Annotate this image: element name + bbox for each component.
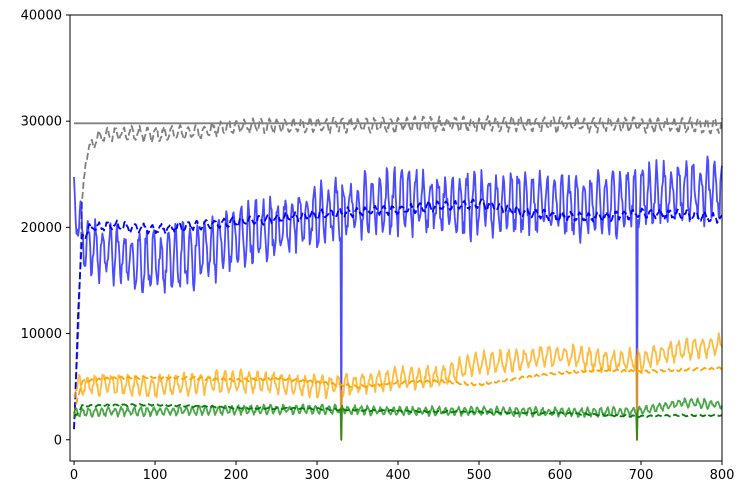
y-tick-label: 30000 — [21, 115, 62, 130]
y-tick-label: 40000 — [21, 9, 62, 24]
plot-frame — [69, 14, 723, 462]
axis-layer: 0 100 200 300 400 500 600 700 800 0 10000 20000 3000… — [21, 9, 735, 484]
x-tick-label: 100 — [143, 468, 168, 483]
series-line-2 — [73, 155, 723, 441]
y-tick-label: 20000 — [21, 221, 62, 236]
x-tick-label: 200 — [224, 468, 249, 483]
y-tick-label: 0 — [54, 433, 62, 448]
series-layer — [73, 115, 723, 441]
x-tick-label: 400 — [386, 468, 411, 483]
x-tick-label: 0 — [70, 468, 78, 483]
x-tick-label: 800 — [710, 468, 735, 483]
x-tick-label: 700 — [629, 468, 654, 483]
series-line-5 — [73, 366, 723, 415]
series-line-6 — [73, 397, 723, 441]
x-tick-label: 600 — [548, 468, 573, 483]
series-line-1 — [73, 115, 723, 429]
series-line-7 — [73, 403, 723, 419]
x-tick-label: 300 — [305, 468, 330, 483]
x-tick-label: 500 — [467, 468, 492, 483]
series-line-3 — [73, 198, 723, 430]
y-tick-label: 10000 — [21, 327, 62, 342]
series-line-4 — [73, 332, 723, 441]
